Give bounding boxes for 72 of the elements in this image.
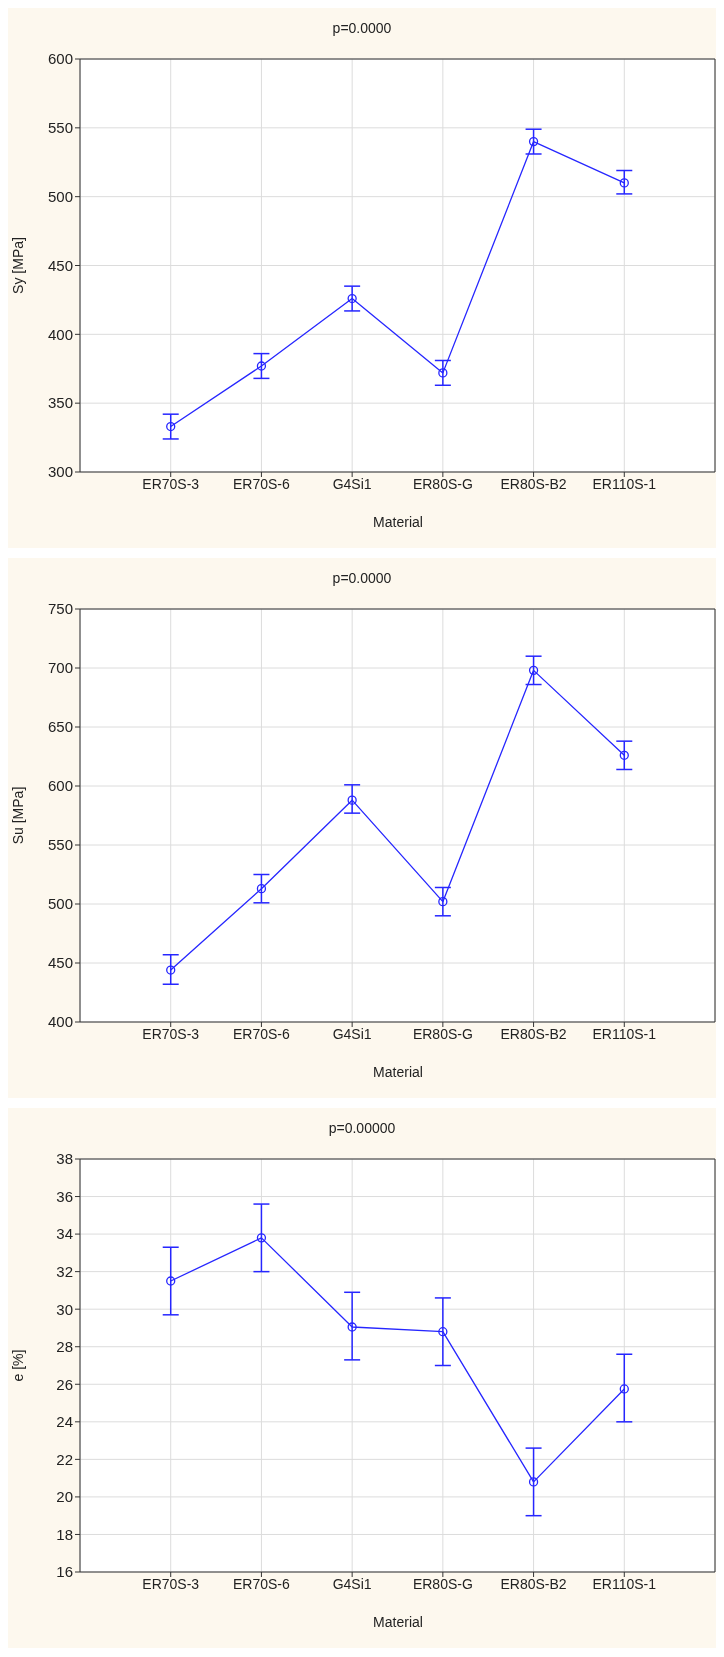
x-tick-label: ER70S-6 bbox=[233, 475, 291, 492]
point bbox=[438, 368, 448, 378]
y-tick-label: 500 bbox=[47, 895, 73, 913]
y-tick-label: 550 bbox=[47, 836, 73, 854]
x-tick-label: ER80S-B2 bbox=[500, 1575, 567, 1592]
y-tick-label: 28 bbox=[56, 1338, 73, 1356]
y-tick-label: 24 bbox=[56, 1413, 73, 1431]
x-tick-label: ER80S-G bbox=[412, 475, 473, 492]
y-tick-label: 300 bbox=[47, 463, 73, 481]
x-tick-label: ER110S-1 bbox=[592, 1575, 657, 1592]
y-tick-label: 18 bbox=[56, 1525, 73, 1543]
x-axis-title: Material bbox=[372, 1614, 424, 1630]
y-axis-title: e [%] bbox=[9, 1349, 26, 1382]
y-tick-label: 600 bbox=[47, 50, 73, 68]
x-tick-label: ER70S-3 bbox=[142, 475, 200, 492]
y-tick-label: 450 bbox=[47, 256, 73, 274]
x-tick-label: ER80S-B2 bbox=[500, 475, 567, 492]
y-tick-label: 32 bbox=[56, 1262, 73, 1280]
point bbox=[347, 1322, 357, 1332]
point bbox=[528, 1477, 539, 1487]
point bbox=[619, 750, 629, 760]
y-tick-label: 600 bbox=[47, 777, 73, 795]
x-tick-label: G4Si1 bbox=[332, 475, 372, 492]
x-tick-label: ER110S-1 bbox=[592, 475, 657, 492]
point bbox=[166, 421, 176, 432]
x-tick-label: G4Si1 bbox=[332, 1575, 372, 1592]
point bbox=[166, 965, 176, 975]
point bbox=[347, 795, 357, 805]
chart-title: p=0.0000 bbox=[331, 570, 393, 586]
x-tick-label: G4Si1 bbox=[332, 1025, 372, 1042]
x-tick-label: ER110S-1 bbox=[592, 1025, 657, 1042]
y-axis-title: Su [MPa] bbox=[9, 786, 26, 845]
y-tick-label: 34 bbox=[56, 1225, 73, 1243]
y-axis-title: Sy [MPa] bbox=[9, 237, 26, 294]
y-tick-label: 20 bbox=[56, 1488, 73, 1506]
y-tick-label: 650 bbox=[47, 718, 73, 736]
y-tick-label: 450 bbox=[47, 954, 73, 972]
y-tick-label: 36 bbox=[56, 1187, 73, 1205]
chart-title: p=0.00000 bbox=[327, 1120, 397, 1136]
point bbox=[256, 884, 267, 894]
y-tick-label: 550 bbox=[47, 119, 73, 137]
point bbox=[256, 1233, 267, 1243]
point bbox=[438, 1327, 448, 1337]
point bbox=[528, 665, 539, 676]
y-tick-label: 22 bbox=[56, 1450, 73, 1468]
y-tick-label: 30 bbox=[56, 1300, 73, 1318]
chart-title: p=0.0000 bbox=[331, 20, 393, 36]
y-tick-label: 500 bbox=[47, 187, 73, 205]
y-tick-label: 750 bbox=[47, 600, 73, 618]
point bbox=[438, 896, 448, 907]
x-tick-label: ER80S-G bbox=[412, 1025, 473, 1042]
point bbox=[256, 361, 267, 371]
y-tick-label: 26 bbox=[56, 1375, 73, 1393]
x-tick-label: ER70S-3 bbox=[142, 1025, 200, 1042]
x-tick-label: ER70S-6 bbox=[233, 1025, 291, 1042]
x-axis-title: Material bbox=[372, 514, 424, 530]
x-tick-label: ER70S-3 bbox=[142, 1575, 200, 1592]
y-tick-label: 350 bbox=[47, 394, 73, 412]
point bbox=[347, 293, 357, 304]
y-tick-label: 400 bbox=[47, 1013, 73, 1031]
y-tick-label: 700 bbox=[47, 659, 73, 677]
x-tick-label: ER80S-G bbox=[412, 1575, 473, 1592]
x-tick-label: ER70S-6 bbox=[233, 1575, 291, 1592]
point bbox=[528, 136, 539, 147]
point bbox=[619, 1384, 629, 1394]
y-tick-label: 16 bbox=[56, 1563, 73, 1581]
point bbox=[166, 1276, 176, 1286]
y-tick-label: 400 bbox=[47, 325, 73, 343]
x-axis-title: Material bbox=[372, 1064, 424, 1080]
point bbox=[619, 178, 629, 188]
x-tick-label: ER80S-B2 bbox=[500, 1025, 567, 1042]
y-tick-label: 38 bbox=[56, 1150, 73, 1168]
